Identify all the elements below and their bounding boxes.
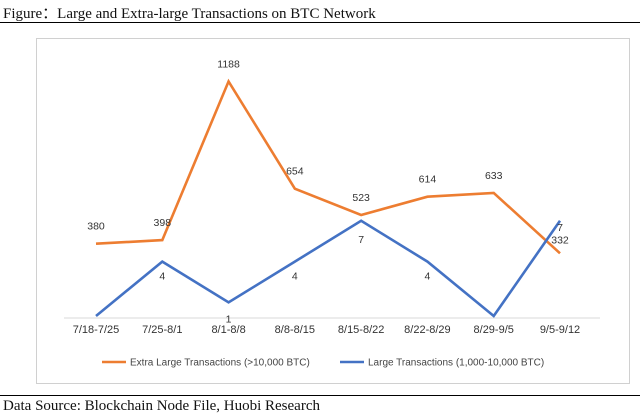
- x-tick-label: 8/1-8/8: [211, 324, 245, 336]
- x-tick-label: 8/8-8/15: [275, 324, 315, 336]
- data-label: 4: [292, 271, 298, 283]
- data-label: 4: [159, 271, 165, 283]
- series-line-1: [95, 219, 562, 318]
- title-rule: [0, 22, 640, 23]
- legend-label: Large Transactions (1,000-10,000 BTC): [368, 358, 544, 369]
- x-tick-label: 8/29-9/5: [474, 324, 514, 336]
- series-line-0: [95, 78, 561, 255]
- data-label: 633: [485, 170, 503, 182]
- x-tick-label: 9/5-9/12: [540, 324, 580, 336]
- data-source: Data Source: Blockchain Node File, Huobi…: [3, 398, 320, 414]
- source-rule: [0, 395, 640, 396]
- data-label: 4: [425, 271, 431, 283]
- chart-panel: [36, 38, 630, 384]
- figure-title: Figure：Large and Extra-large Transaction…: [3, 6, 376, 22]
- x-tick-label: 8/15-8/22: [338, 324, 384, 336]
- x-tick-label: 8/22-8/29: [404, 324, 450, 336]
- data-label: 380: [87, 221, 105, 233]
- x-tick-label: 7/18-7/25: [73, 324, 119, 336]
- data-label: 398: [154, 217, 172, 229]
- data-label: 7: [358, 234, 364, 246]
- data-label: 1: [226, 313, 232, 325]
- legend-label: Extra Large Transactions (>10,000 BTC): [130, 358, 310, 369]
- data-label: 614: [419, 174, 437, 186]
- data-label: 523: [352, 192, 370, 204]
- data-label: 654: [286, 166, 304, 178]
- x-tick-label: 7/25-8/1: [142, 324, 182, 336]
- data-label: 332: [551, 234, 569, 246]
- data-label: 7: [557, 222, 563, 234]
- data-label: 1188: [217, 58, 240, 70]
